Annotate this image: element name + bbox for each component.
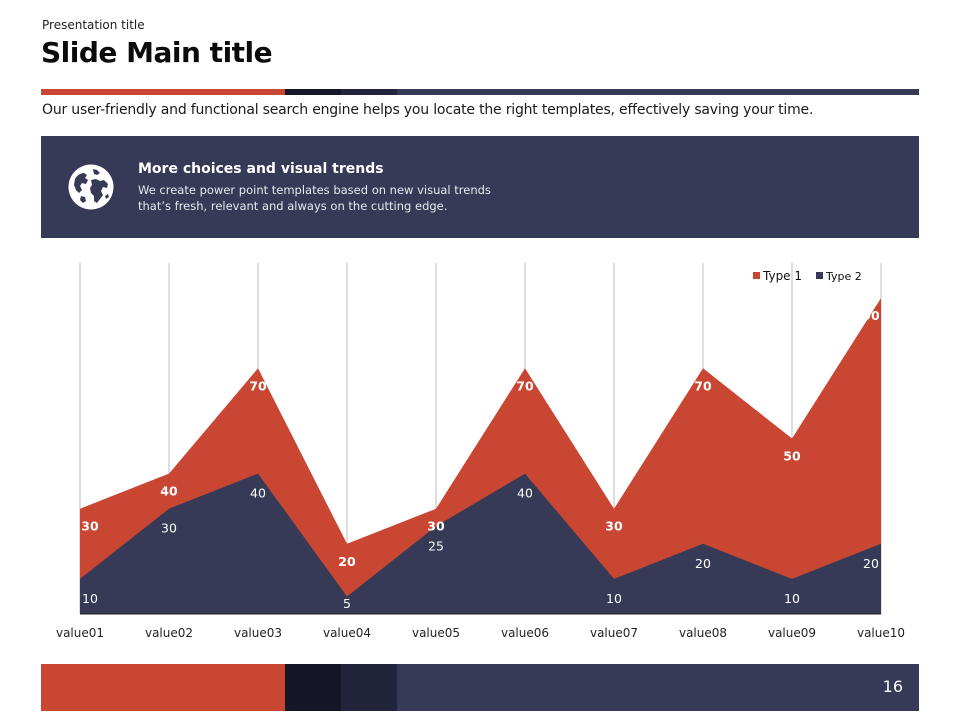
data-label: 30 <box>161 521 177 536</box>
data-label: 10 <box>606 591 622 606</box>
legend-label: Type 2 <box>825 270 862 283</box>
legend-swatch <box>816 272 823 279</box>
banner-text-line: We create power point templates based on… <box>138 183 491 197</box>
banner-title: More choices and visual trends <box>138 161 384 177</box>
accent-segment-dark <box>341 89 397 95</box>
x-tick-label: value04 <box>323 626 371 640</box>
slide-subtitle: Our user-friendly and functional search … <box>42 102 814 118</box>
x-tick-label: value02 <box>145 626 193 640</box>
chart-areas <box>80 298 881 614</box>
accent-segment-navy <box>397 89 919 95</box>
data-label: 70 <box>249 378 267 393</box>
presentation-title: Presentation title <box>42 18 145 32</box>
x-tick-label: value03 <box>234 626 282 640</box>
data-label: 10 <box>82 591 98 606</box>
accent-segment-black <box>285 89 341 95</box>
data-label: 40 <box>250 486 266 501</box>
footer-segment-navy: 16 <box>397 664 919 711</box>
x-tick-label: value06 <box>501 626 549 640</box>
x-tick-label: value07 <box>590 626 638 640</box>
info-banner: More choices and visual trends We create… <box>41 136 919 238</box>
top-accent-bar <box>41 89 919 95</box>
data-labels: 30 40 70 20 30 70 30 70 50 90 10 30 40 5 25 40 10 20 10 20 <box>81 308 880 611</box>
data-label: 50 <box>783 449 801 464</box>
footer-bar: 16 <box>41 664 919 711</box>
data-label: 70 <box>516 378 534 393</box>
x-tick-labels: value01 value02 value03 value04 value05 value… <box>56 626 905 640</box>
legend-swatch <box>753 272 760 279</box>
data-label: 30 <box>81 519 99 534</box>
data-label: 70 <box>694 378 712 393</box>
x-tick-label: value09 <box>768 626 816 640</box>
legend-label: Type 1 <box>762 269 802 283</box>
data-label: 10 <box>784 591 800 606</box>
data-label: 25 <box>428 538 444 553</box>
data-label: 30 <box>605 519 623 534</box>
banner-description: We create power point templates based on… <box>138 182 558 214</box>
page-number: 16 <box>882 677 903 696</box>
data-label: 90 <box>862 308 880 323</box>
globe-icon <box>68 164 114 210</box>
x-tick-label: value01 <box>56 626 104 640</box>
data-label: 20 <box>863 556 879 571</box>
area-chart: 304070203070307050901030405254010201020 … <box>56 263 905 640</box>
data-label: 30 <box>427 519 445 534</box>
area-series-2 <box>80 473 881 614</box>
data-label: 5 <box>343 596 351 611</box>
chart-legend: Type 1 Type 2 <box>753 269 862 283</box>
data-label: 20 <box>338 554 356 569</box>
x-tick-label: value08 <box>679 626 727 640</box>
data-label: 40 <box>517 486 533 501</box>
data-label: 40 <box>160 484 178 499</box>
footer-segment-black <box>285 664 341 711</box>
accent-segment-red <box>41 89 285 95</box>
x-tick-label: value10 <box>857 626 905 640</box>
slide-main-title: Slide Main title <box>41 36 273 69</box>
banner-text-line: that’s fresh, relevant and always on the… <box>138 199 448 213</box>
data-label: 20 <box>695 556 711 571</box>
footer-segment-dark <box>341 664 397 711</box>
footer-segment-red <box>41 664 285 711</box>
x-tick-label: value05 <box>412 626 460 640</box>
